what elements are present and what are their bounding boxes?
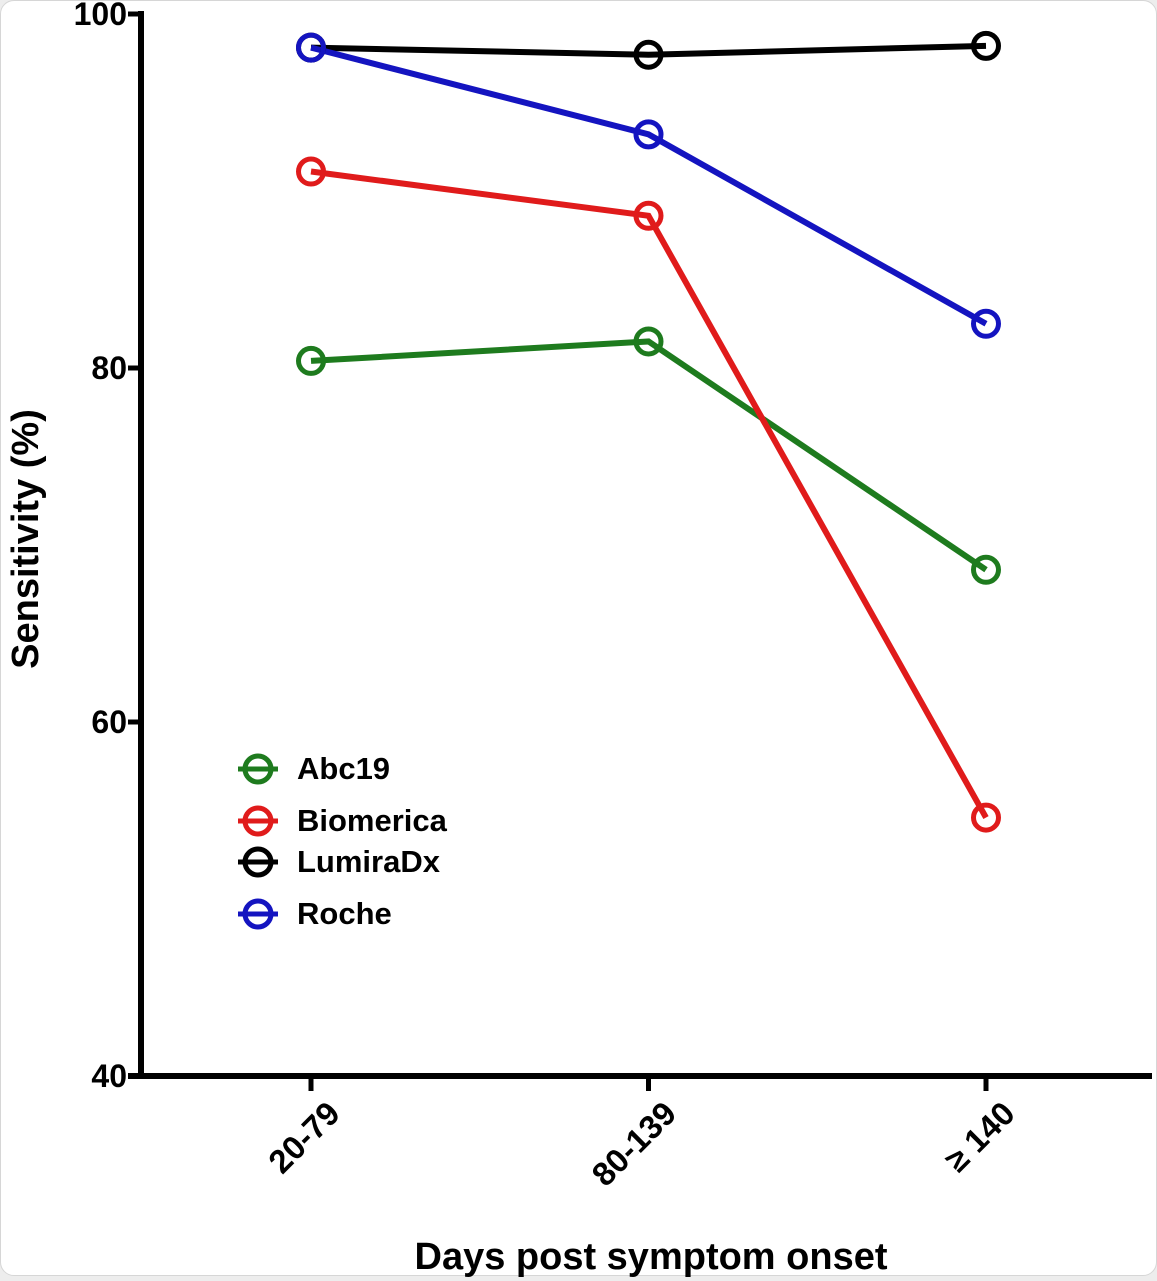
y-tick-label-60: 60 xyxy=(91,704,127,740)
legend-label: Roche xyxy=(297,896,392,931)
x-axis-title: Days post symptom onset xyxy=(414,1236,888,1278)
y-tick-label-100: 100 xyxy=(73,0,127,32)
y-axis-title: Sensitivity (%) xyxy=(5,409,47,669)
legend-label: Abc19 xyxy=(297,751,391,786)
legend-item: Abc19 xyxy=(236,749,390,789)
open-circle-marker-icon xyxy=(238,805,278,837)
open-circle-marker-icon xyxy=(238,753,278,785)
y-tick-label-80: 80 xyxy=(91,350,127,386)
open-circle-marker-icon xyxy=(238,846,278,878)
legend-item: Roche xyxy=(236,894,392,934)
open-circle-marker-icon xyxy=(238,898,278,930)
legend-label: LumiraDx xyxy=(297,844,440,879)
legend-item: LumiraDx xyxy=(236,842,440,882)
y-tick-label-40: 40 xyxy=(91,1058,127,1094)
legend-label: Biomerica xyxy=(297,803,447,838)
legend-item: Biomerica xyxy=(236,801,447,841)
